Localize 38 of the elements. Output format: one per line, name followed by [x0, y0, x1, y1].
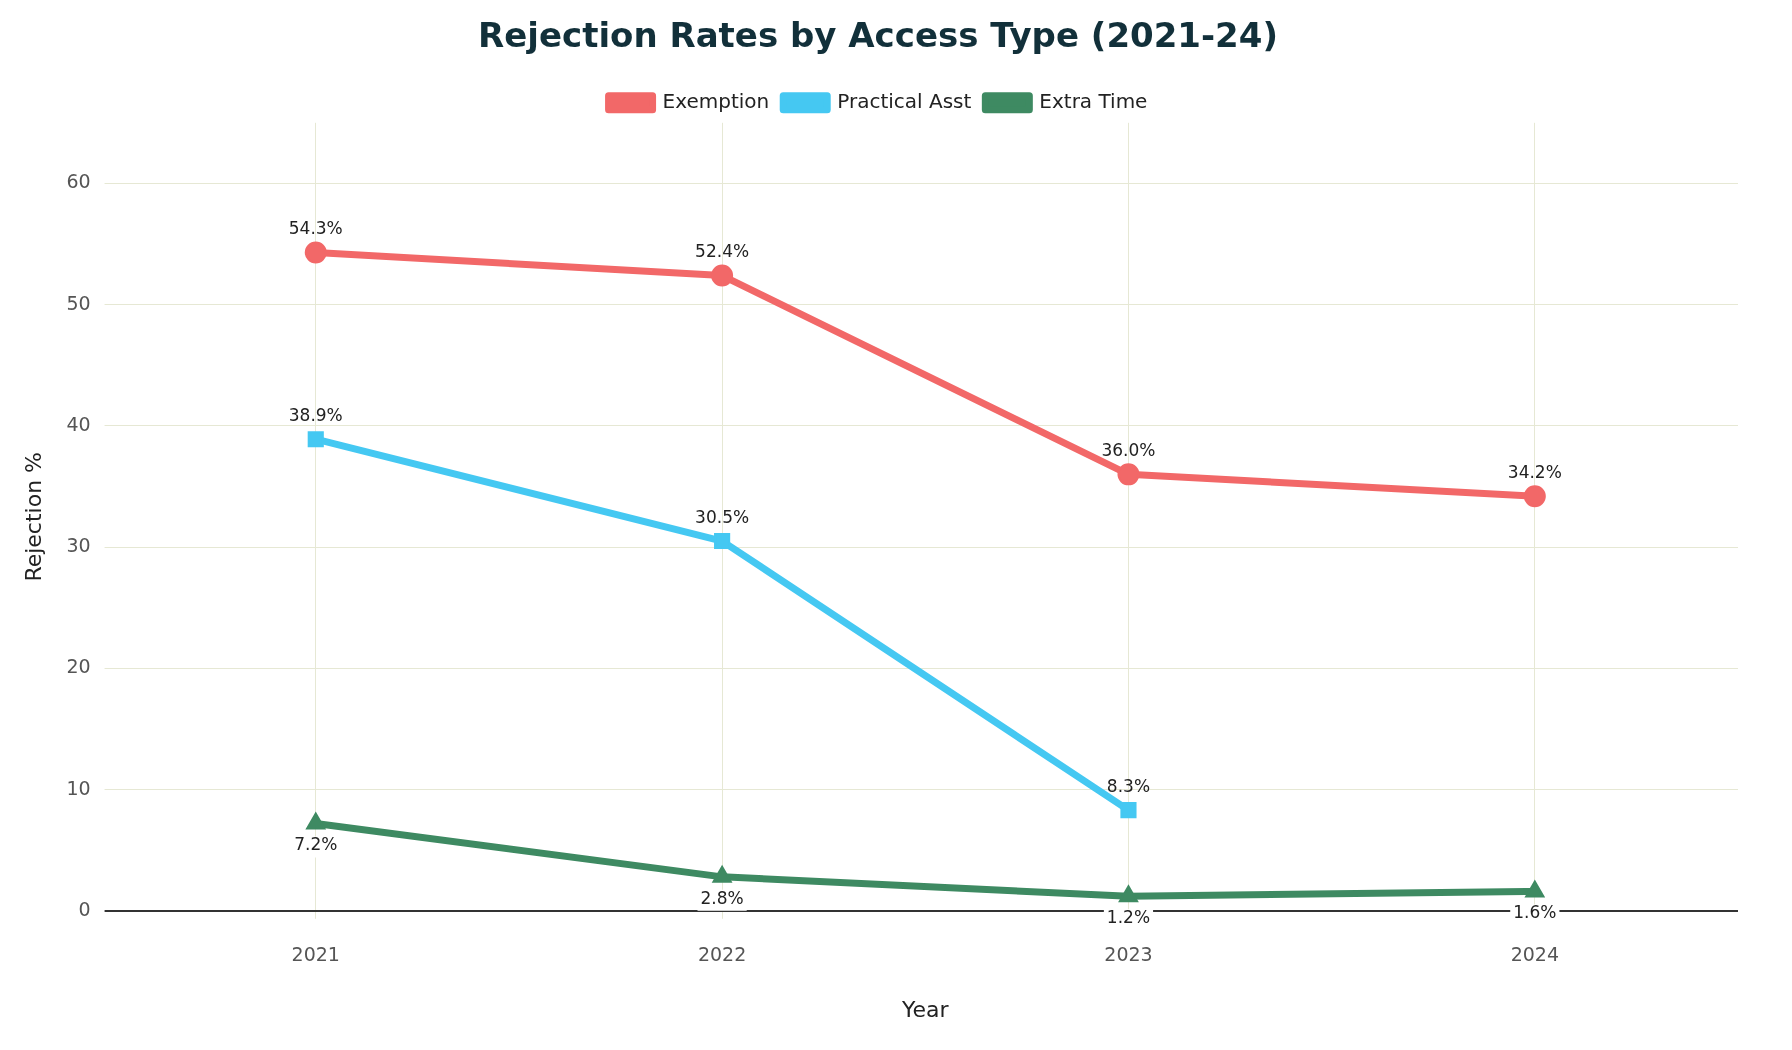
point [1525, 880, 1545, 898]
legend-label: Exemption [662, 89, 770, 113]
point [712, 865, 732, 883]
y-tick-label: 20 [66, 655, 91, 678]
y-tick-label: 0 [78, 897, 91, 920]
y-tick-label: 50 [66, 291, 91, 314]
point [1118, 885, 1139, 903]
data-label: 7.2% [294, 834, 338, 855]
data-label: 36.0% [1101, 440, 1156, 461]
chart-title: Rejection Rates by Access Type (2021-24) [478, 15, 1278, 56]
x-tick-label: 2024 [1510, 943, 1559, 966]
x-tick-label: 2022 [697, 943, 747, 966]
data-label: 1.2% [1106, 907, 1151, 928]
y-tick-label: 60 [66, 170, 91, 193]
data-label: 54.3% [288, 218, 343, 239]
y-tick-label: 40 [66, 412, 91, 435]
y-axis-title: Rejection % [20, 451, 46, 582]
x-tick-label: 2021 [291, 943, 340, 966]
data-label: 52.4% [695, 241, 750, 262]
point [711, 264, 734, 287]
data-label: 1.6% [1513, 902, 1557, 923]
point [1117, 463, 1140, 486]
x-tick-label: 2023 [1104, 943, 1153, 966]
data-label: 34.2% [1507, 462, 1562, 483]
point [307, 431, 324, 448]
data-label: 8.3% [1106, 776, 1151, 797]
legend-label: Extra Time [1039, 89, 1148, 113]
legend-label: Practical Asst [837, 89, 972, 113]
point [304, 241, 327, 264]
point [1523, 485, 1546, 508]
x-axis-title: Year [901, 996, 950, 1022]
y-tick-label: 30 [66, 534, 91, 557]
y-tick-label: 10 [66, 776, 91, 799]
point [306, 812, 326, 830]
data-label: 2.8% [700, 887, 744, 908]
data-label: 30.5% [695, 506, 750, 527]
data-label: 38.9% [288, 405, 343, 426]
point [714, 532, 731, 550]
